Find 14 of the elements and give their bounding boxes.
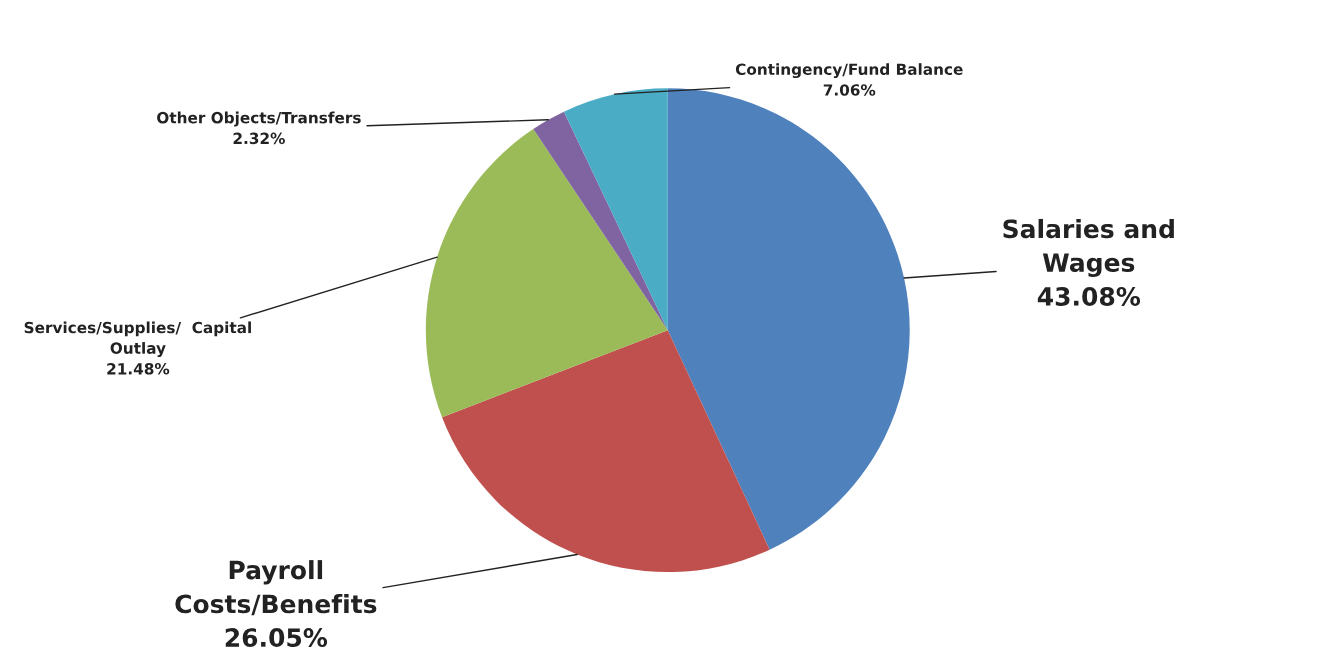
pie-slice <box>442 330 770 573</box>
slice-label: Payroll Costs/Benefits <box>175 560 377 616</box>
data-label: 21.48% <box>107 363 170 375</box>
data-label: 43.08% <box>1037 286 1141 306</box>
data-label: 2.32% <box>233 132 285 145</box>
data-label: 7.06% <box>823 84 876 96</box>
slice-label: Salaries and Wages <box>1003 218 1174 278</box>
slice-label: Services/Supplies/ Capital Outlay <box>24 321 251 357</box>
pie-slice <box>563 88 668 331</box>
pie-slice <box>533 111 668 331</box>
data-label: 26.05% <box>225 628 328 648</box>
slice-label: Contingency/Fund Balance <box>735 63 963 79</box>
pie-slice <box>425 129 668 418</box>
slice-label: Other Objects/Transfers <box>157 111 361 127</box>
